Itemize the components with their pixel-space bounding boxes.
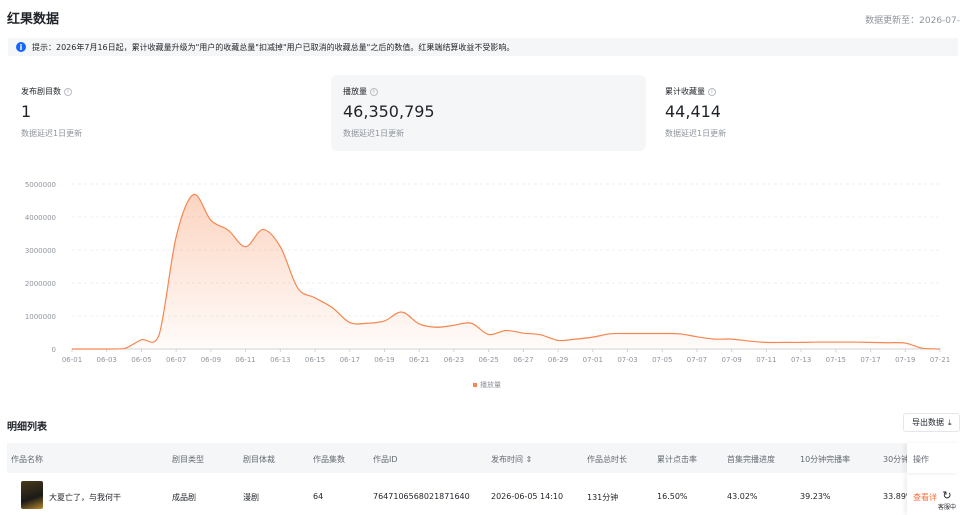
chart-area (72, 194, 940, 349)
x-tick-label: 06-27 (513, 356, 533, 364)
info-icon[interactable]: i (708, 87, 716, 96)
x-tick-label: 07-17 (860, 356, 880, 364)
x-tick-label: 06-17 (340, 356, 360, 364)
x-tick-label: 06-15 (305, 356, 325, 364)
col-thirty-min: 30分钟 (883, 455, 910, 464)
x-tick-label: 06-29 (548, 356, 568, 364)
stat-note: 数据延迟1日更新 (665, 129, 727, 138)
headset-icon: ↻ (942, 489, 952, 502)
cell-ten-min: 39.23% (800, 492, 831, 501)
col-type: 剧目类型 (172, 455, 204, 464)
col-action-cell: 操作 (907, 443, 960, 473)
info-icon: i (16, 42, 26, 52)
legend-swatch (473, 383, 477, 387)
cell-first-episode: 43.02% (727, 492, 758, 501)
cell-name[interactable]: 大夏亡了，与我何干 (49, 493, 121, 502)
chart-line (72, 193, 941, 350)
x-tick-label: 07-07 (687, 356, 707, 364)
col-genre: 剧目体裁 (243, 455, 275, 464)
list-title: 明细列表 (7, 422, 47, 433)
x-tick-label: 06-07 (166, 356, 186, 364)
y-tick-label: 1000000 (25, 313, 56, 321)
cell-genre: 漫剧 (243, 493, 259, 502)
stat-card-favorites[interactable]: 累计收藏量 i 44,414 数据延迟1日更新 (653, 75, 960, 151)
x-tick-label: 07-01 (583, 356, 603, 364)
export-button[interactable]: 导出数据 ⤓ (903, 413, 960, 432)
x-tick-label: 06-21 (409, 356, 429, 364)
x-tick-label: 07-09 (722, 356, 742, 364)
stat-label: 累计收藏量 i (665, 86, 716, 97)
col-name: 作品名称 (11, 455, 43, 464)
x-tick-label: 07-03 (617, 356, 637, 364)
action-cell: 查看详 (907, 475, 960, 515)
cell-id: 7647106568021871640 (373, 492, 470, 501)
customer-service[interactable]: ↻ 客服中 (937, 489, 956, 512)
x-tick-label: 06-01 (62, 356, 82, 364)
y-tick-label: 4000000 (25, 214, 56, 222)
x-tick-label: 07-05 (652, 356, 672, 364)
x-tick-label: 07-19 (895, 356, 915, 364)
x-tick-label: 07-13 (791, 356, 811, 364)
stat-label: 播放量 i (343, 86, 378, 97)
x-tick-label: 06-23 (444, 356, 464, 364)
plays-chart[interactable]: 0 1000000 2000000 3000000 4000000 5000000 06-… (0, 170, 960, 395)
x-tick-label: 06-13 (270, 356, 290, 364)
col-duration: 作品总时长 (587, 455, 627, 464)
x-tick-label: 07-11 (756, 356, 776, 364)
stat-note: 数据延迟1日更新 (21, 129, 83, 138)
cell-type: 成品剧 (172, 493, 196, 502)
table-row[interactable]: 大夏亡了，与我何干 成品剧 漫剧 64 7647106568021871640 … (7, 475, 960, 515)
stat-label: 发布剧目数 i (21, 86, 72, 97)
poster-thumbnail[interactable] (21, 481, 43, 509)
col-id: 作品ID (373, 455, 398, 464)
x-tick-label: 07-21 (930, 356, 950, 364)
x-tick-label: 06-03 (97, 356, 117, 364)
x-tick-label: 07-15 (826, 356, 846, 364)
x-tick-label: 06-05 (131, 356, 151, 364)
stat-note: 数据延迟1日更新 (343, 129, 405, 138)
stat-value: 44,414 (665, 102, 721, 121)
x-tick-label: 06-25 (478, 356, 498, 364)
update-time: 数据更新至：2026-07- (865, 16, 960, 26)
col-episodes: 作品集数 (313, 455, 345, 464)
stat-card-published[interactable]: 发布剧目数 i 1 数据延迟1日更新 (9, 75, 324, 151)
col-published[interactable]: 发布时间 ⇕ (491, 455, 533, 464)
cell-published: 2026-06-05 14:10 (491, 492, 564, 501)
col-first-episode: 首集完播进度 (727, 455, 775, 464)
stat-card-plays[interactable]: 播放量 i 46,350,795 数据延迟1日更新 (331, 75, 646, 151)
notice-text: 提示：2026年7月16日起，累计收藏量升级为"用户的收藏总量"扣减掉"用户已取… (32, 42, 515, 52)
y-tick-label: 3000000 (25, 247, 56, 255)
cell-episodes: 64 (313, 492, 324, 501)
col-action: 操作 (913, 455, 929, 464)
info-icon[interactable]: i (64, 87, 72, 96)
page-title: 红果数据 (7, 12, 60, 27)
stat-value: 46,350,795 (343, 102, 435, 121)
cell-ctr: 16.50% (657, 492, 688, 501)
view-detail-link[interactable]: 查看详 (913, 493, 937, 502)
download-icon: ⤓ (948, 417, 952, 427)
info-icon[interactable]: i (370, 87, 378, 96)
stat-value: 1 (21, 102, 32, 121)
legend-label: 播放量 (480, 381, 501, 389)
col-ten-min: 10分钟完播率 (800, 455, 851, 464)
notice-bar: i 提示：2026年7月16日起，累计收藏量升级为"用户的收藏总量"扣减掉"用户… (8, 38, 958, 56)
cell-thirty-min: 33.89% (883, 492, 914, 501)
col-ctr: 累计点击率 (657, 455, 697, 464)
cell-duration: 131分钟 (587, 493, 619, 502)
x-tick-label: 06-19 (374, 356, 394, 364)
y-tick-label: 2000000 (25, 280, 56, 288)
x-tick-label: 06-11 (235, 356, 255, 364)
y-tick-label: 5000000 (25, 181, 56, 189)
x-tick-label: 06-09 (201, 356, 221, 364)
y-tick-label: 0 (52, 346, 56, 354)
chart-legend[interactable]: 播放量 (473, 380, 501, 390)
table-header: 作品名称 剧目类型 剧目体裁 作品集数 作品ID 发布时间 ⇕ 作品总时长 累计… (7, 443, 960, 473)
